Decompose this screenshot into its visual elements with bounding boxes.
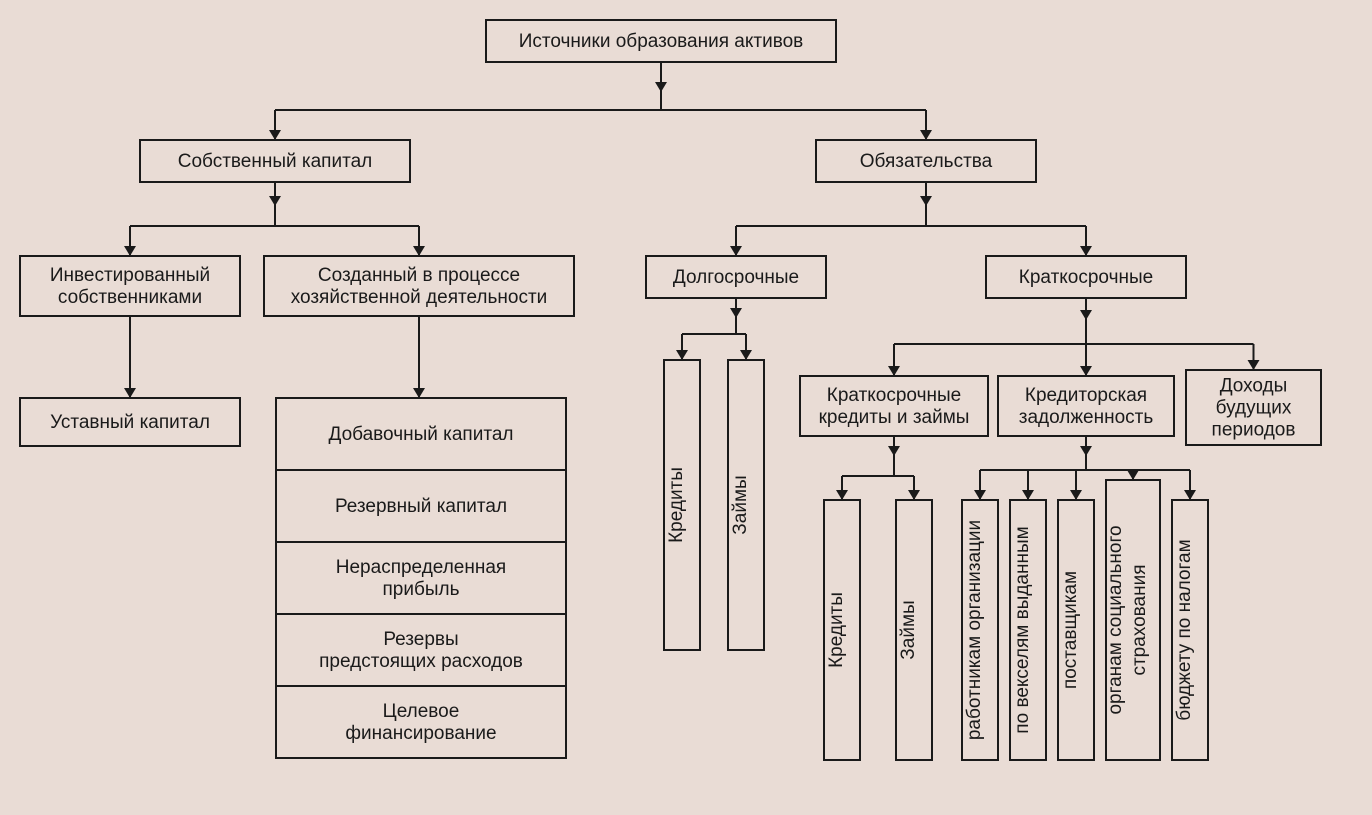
- stack-cell-3: [276, 614, 566, 686]
- stack-cell-4-line1: финансирование: [345, 723, 496, 744]
- vbox-st_vcred-label: Кредиты: [826, 592, 847, 668]
- stack-cell-4-line0: Целевое: [383, 701, 460, 722]
- box-payables-line1: задолженность: [1019, 407, 1154, 428]
- box-short-line0: Краткосрочные: [1019, 267, 1153, 288]
- box-deferred-line1: будущих: [1216, 398, 1292, 419]
- box-invested-line1: собственниками: [58, 287, 202, 308]
- vbox-pay_budget-label: бюджету по налогам: [1174, 539, 1195, 720]
- vbox-pay_social-line1: страхования: [1129, 564, 1150, 675]
- stack-cell-2: [276, 542, 566, 614]
- vbox-pay_bills-label: по векселям выданным: [1012, 526, 1033, 733]
- stack-cell-1-line0: Резервный капитал: [335, 496, 507, 517]
- stack-cell-3-line0: Резервы: [383, 629, 458, 650]
- stack-cell-2-line0: Нераспределенная: [336, 557, 506, 578]
- box-long-line0: Долгосрочные: [673, 267, 799, 288]
- stack-cell-0-line0: Добавочный капитал: [329, 424, 514, 445]
- box-deferred-line0: Доходы: [1220, 376, 1288, 397]
- stack-cell-4: [276, 686, 566, 758]
- box-created-line1: хозяйственной деятельности: [291, 287, 548, 308]
- vbox-pay_workers-label: работникам организации: [964, 520, 985, 740]
- box-st_credits-line1: кредиты и займы: [819, 407, 970, 428]
- box-equity-line0: Собственный капитал: [178, 151, 372, 172]
- stack-cell-2-line1: прибыль: [383, 579, 460, 600]
- box-payables-line0: Кредиторская: [1025, 385, 1147, 406]
- box-charter-line0: Уставный капитал: [50, 412, 210, 433]
- vbox-lt_credits-label: Кредиты: [666, 467, 687, 543]
- box-root-line0: Источники образования активов: [519, 31, 804, 52]
- box-st_credits-line0: Краткосрочные: [827, 385, 961, 406]
- box-deferred-line2: периодов: [1212, 420, 1296, 441]
- vbox-lt_loans-label: Займы: [730, 475, 751, 534]
- vbox-pay_supp-label: поставщикам: [1060, 571, 1081, 689]
- box-created-line0: Созданный в процессе: [318, 265, 520, 286]
- box-invested-line0: Инвестированный: [50, 265, 210, 286]
- vbox-st_vloans-label: Займы: [898, 600, 919, 659]
- box-liab-line0: Обязательства: [860, 151, 993, 172]
- diagram-canvas: Источники образования активов Собственный…: [0, 0, 1372, 815]
- vbox-pay_social-line0: органам социального: [1105, 525, 1126, 714]
- stack-cell-3-line1: предстоящих расходов: [319, 651, 523, 672]
